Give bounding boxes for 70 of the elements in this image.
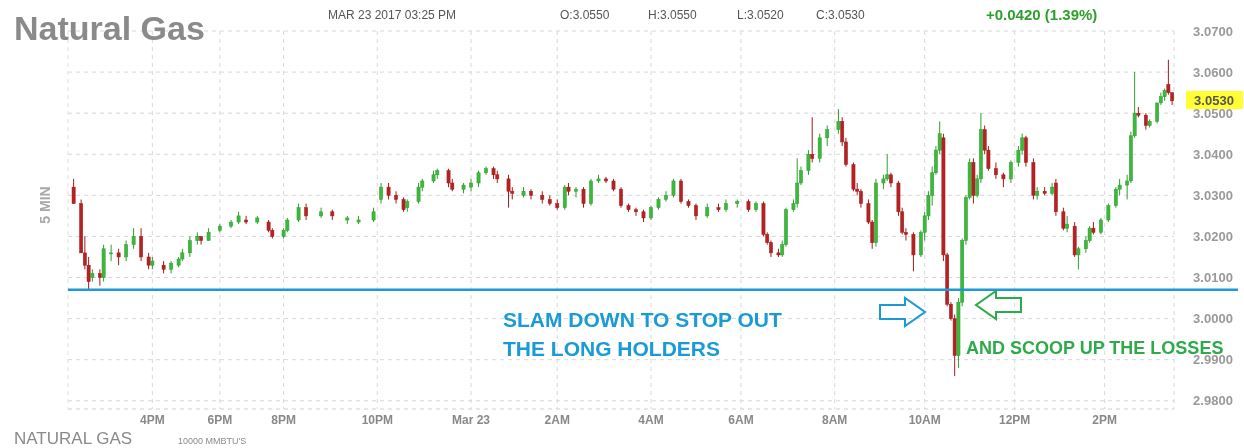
candlestick xyxy=(244,215,248,225)
x-tick-label: 4PM xyxy=(140,413,165,427)
x-tick-label: 10PM xyxy=(361,413,393,427)
text: H:3.0550 xyxy=(648,8,698,22)
candlestick xyxy=(994,161,998,180)
x-tick-label: 2AM xyxy=(544,413,570,427)
text: 3.0530 xyxy=(1194,92,1234,108)
candlestick xyxy=(188,235,192,258)
candlestick xyxy=(911,231,916,272)
candlestick xyxy=(529,188,533,200)
y-tick-label: 3.0700 xyxy=(1193,23,1233,39)
y-tick-label: 3.0200 xyxy=(1193,228,1233,244)
candlestick xyxy=(469,178,473,192)
x-tick-label: 6PM xyxy=(207,413,233,427)
candlestick xyxy=(1076,246,1081,270)
candlestick xyxy=(810,116,815,163)
chart-subtitle: MAR 23 2017 03:25 PM xyxy=(328,8,457,22)
candlestick xyxy=(1065,215,1069,233)
text: 10000 MMBTU'S xyxy=(178,436,247,446)
annotation: SLAM DOWN TO STOP OUT THE LONG HOLDERS xyxy=(503,308,783,360)
candlestick xyxy=(416,182,421,205)
candlestick xyxy=(574,186,578,198)
candlestick xyxy=(446,168,451,188)
candlestick xyxy=(1106,203,1111,223)
text: 5 MIN xyxy=(37,186,53,224)
candlestick xyxy=(394,190,398,205)
candlestick xyxy=(1009,159,1013,184)
y-tick-label: 2.9800 xyxy=(1193,393,1233,409)
candlestick xyxy=(131,227,136,250)
candlestick xyxy=(664,190,668,203)
x-tick-label: 6AM xyxy=(728,413,754,427)
y-tick-label: 3.0500 xyxy=(1193,105,1233,121)
x-tick-label: 2PM xyxy=(1092,413,1117,427)
candlestick xyxy=(825,125,830,147)
text: NATURAL GAS xyxy=(14,429,133,448)
text: +0.0420 (1.39%) xyxy=(986,6,1098,23)
candlestick xyxy=(139,227,143,262)
candlestick xyxy=(817,133,822,163)
candlestick xyxy=(634,207,638,217)
x-tick-label: 8PM xyxy=(271,413,296,427)
candlestick xyxy=(795,157,800,209)
candlestick xyxy=(619,186,623,209)
x-tick-label: 8AM xyxy=(822,413,848,427)
candlestick xyxy=(109,244,113,262)
candlestick xyxy=(806,149,811,176)
chart-title: Natural Gas xyxy=(14,9,205,47)
y-tick-label: 3.0000 xyxy=(1193,311,1233,327)
text: L:3.0520 xyxy=(737,8,785,22)
y-tick-label: 3.0400 xyxy=(1193,146,1233,162)
candlestick xyxy=(296,203,301,223)
candlestick xyxy=(671,178,676,198)
y-tick-label: 3.0100 xyxy=(1193,270,1233,286)
candlestick xyxy=(124,240,128,262)
y-tick-label: 3.0600 xyxy=(1193,64,1233,80)
candlestick xyxy=(71,178,76,205)
x-tick-label: 12PM xyxy=(998,413,1031,427)
candlestick xyxy=(1061,207,1066,231)
candlestick xyxy=(724,198,728,213)
candlestick xyxy=(581,186,586,209)
x-tick-label: Mar 23 xyxy=(452,413,491,427)
x-tick-label: 10AM xyxy=(908,413,941,427)
y-tick-label: 3.0300 xyxy=(1193,187,1233,203)
candlestick xyxy=(589,178,593,207)
x-tick-label: 4AM xyxy=(638,413,664,427)
candlestick xyxy=(679,178,683,205)
candlestick xyxy=(199,235,203,246)
candlestick xyxy=(379,182,383,205)
text: O:3.0550 xyxy=(560,8,610,22)
text: C:3.0530 xyxy=(816,8,866,22)
candlestick xyxy=(836,108,841,135)
